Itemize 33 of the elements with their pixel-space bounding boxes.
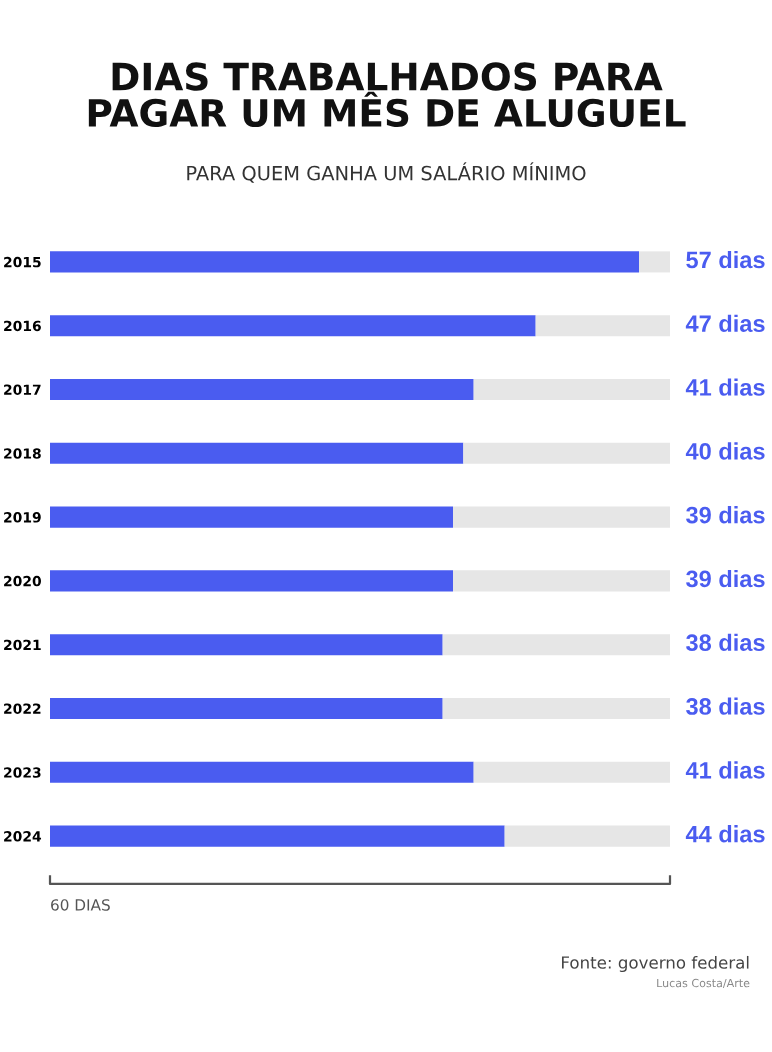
bar <box>442 634 670 656</box>
data-label: 44 dias <box>685 825 765 843</box>
bar <box>50 315 536 337</box>
chart-subtitle: PARA QUEM GANHA UM SALÁRIO MÍNIMO <box>187 162 586 183</box>
bar <box>453 570 670 592</box>
bar <box>442 697 670 720</box>
bar <box>50 378 474 401</box>
bar <box>473 761 670 783</box>
bar <box>50 570 453 592</box>
source-note: Fonte: governo federal <box>562 955 749 973</box>
bar <box>50 634 443 656</box>
bar <box>50 825 505 847</box>
bar <box>50 442 464 464</box>
data-label: 47 dias <box>685 314 765 333</box>
data-label: 38 dias <box>686 633 765 652</box>
bar <box>453 506 670 528</box>
bar <box>50 761 474 783</box>
data-label: 41 dias <box>685 761 765 779</box>
data-label: 57 dias <box>686 250 765 269</box>
data-label: 39 dias <box>686 569 765 588</box>
bar <box>473 378 670 401</box>
bar <box>639 251 670 273</box>
bar <box>50 506 453 528</box>
bar <box>50 251 639 273</box>
chart-title: DIAS TRABALHADOS PARA PAGAR UM MÊS DE ALUGUEL <box>88 62 686 128</box>
bar <box>504 825 670 847</box>
data-label: 39 dias <box>686 506 765 524</box>
bar <box>535 315 670 337</box>
data-label: 38 dias <box>686 697 765 715</box>
data-label: 40 dias <box>685 442 765 460</box>
bar <box>50 697 443 720</box>
data-label: 41 dias <box>685 378 765 396</box>
bar <box>463 442 670 464</box>
